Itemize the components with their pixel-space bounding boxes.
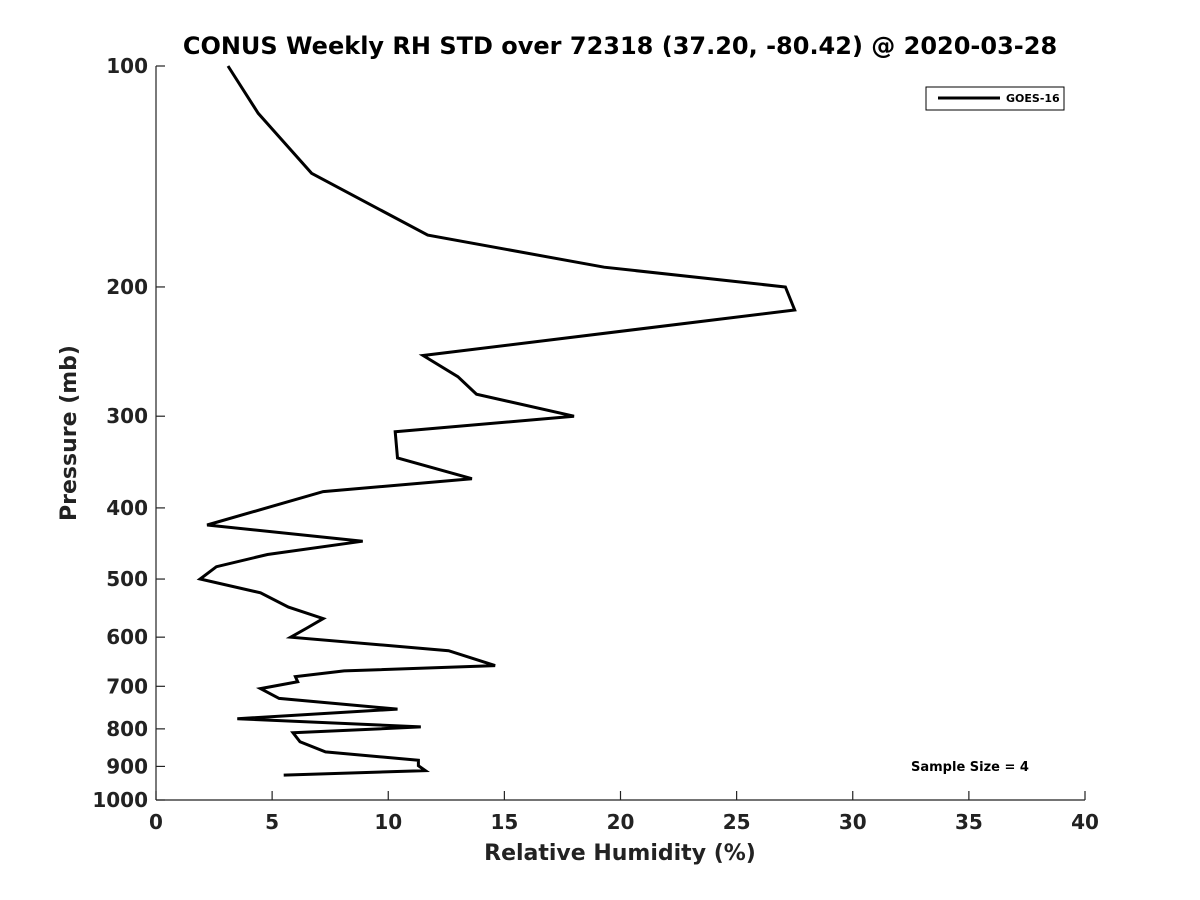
sample-size-annotation: Sample Size = 4	[911, 760, 1029, 775]
y-tick-label-7: 800	[106, 717, 148, 741]
y-tick-label-5: 600	[106, 625, 148, 649]
x-ticks: 0 5 10 15 20 25 30 35 40	[149, 791, 1099, 834]
x-tick-label-0: 0	[149, 810, 163, 834]
legend: GOES-16	[925, 86, 1065, 111]
x-tick-label-5: 25	[723, 810, 751, 834]
x-tick-label-6: 30	[839, 810, 867, 834]
series-layer	[196, 65, 797, 777]
y-tick-label-1: 200	[106, 275, 148, 299]
series-line-goes-16	[196, 65, 797, 777]
legend-label-goes-16: GOES-16	[1006, 92, 1060, 105]
axes	[155, 66, 1085, 801]
x-tick-label-8: 40	[1071, 810, 1099, 834]
chart-title: CONUS Weekly RH STD over 72318 (37.20, -…	[183, 32, 1057, 60]
y-tick-label-0: 100	[106, 54, 148, 78]
y-tick-label-2: 300	[106, 404, 148, 428]
x-tick-label-2: 10	[374, 810, 402, 834]
y-tick-label-9: 1000	[92, 788, 148, 812]
y-tick-label-6: 700	[106, 674, 148, 698]
y-tick-label-8: 900	[106, 754, 148, 778]
x-tick-label-7: 35	[955, 810, 983, 834]
x-tick-label-3: 15	[490, 810, 518, 834]
x-tick-label-4: 20	[607, 810, 635, 834]
x-tick-label-1: 5	[265, 810, 279, 834]
y-ticks: 100 200 300 400 500 600 700 800 900 1000	[92, 54, 165, 812]
y-tick-label-3: 400	[106, 496, 148, 520]
y-axis-label: Pressure (mb)	[57, 345, 82, 521]
y-tick-label-4: 500	[106, 567, 148, 591]
x-axis-label: Relative Humidity (%)	[484, 841, 756, 866]
